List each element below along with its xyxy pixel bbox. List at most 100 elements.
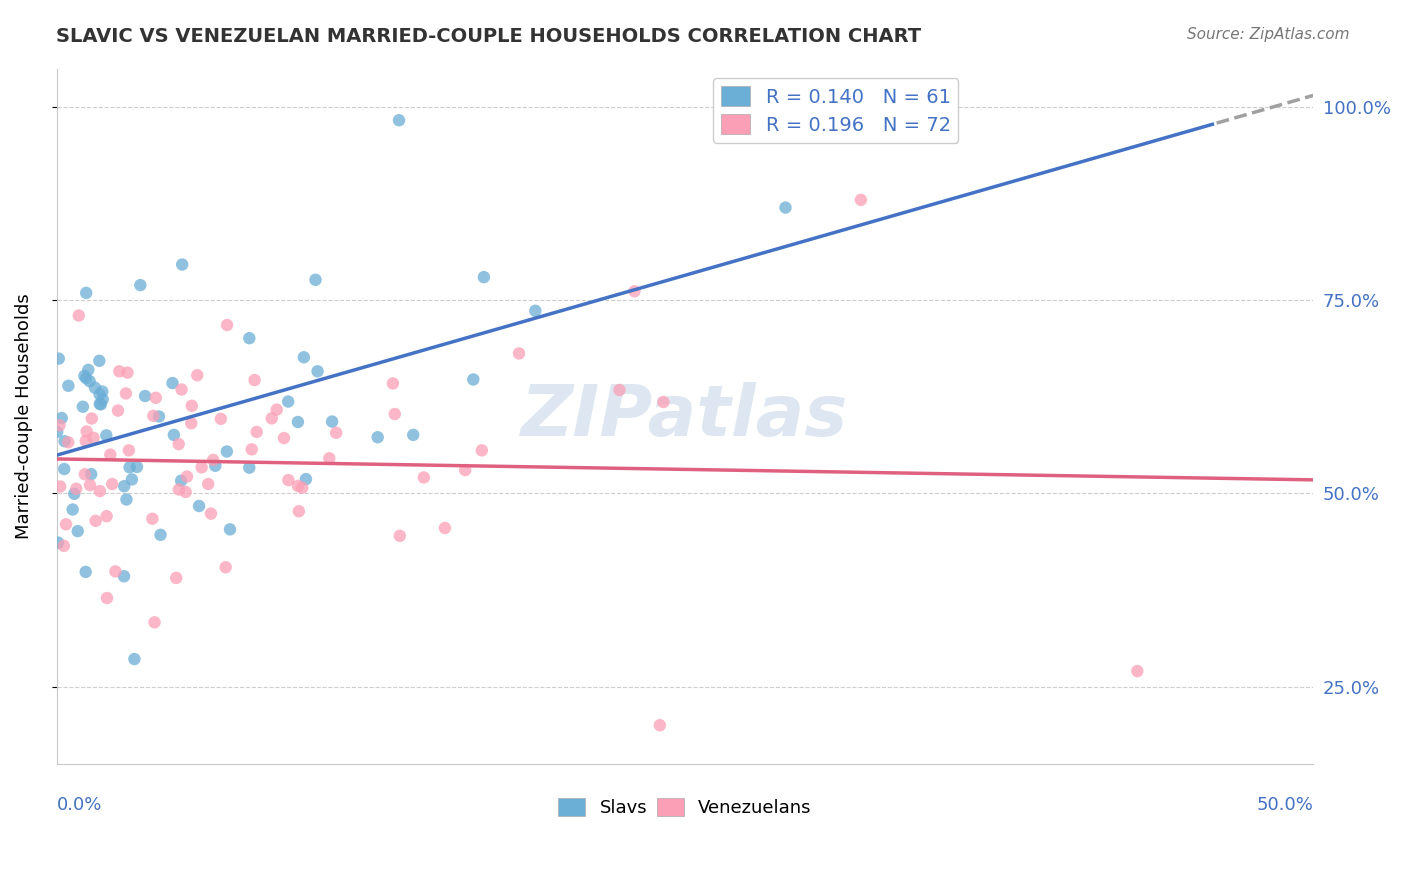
- Point: [1126, 664, 1149, 678]
- Point: [433, 521, 456, 535]
- Point: [304, 273, 326, 287]
- Point: [58, 435, 80, 450]
- Point: [129, 278, 152, 293]
- Point: [76, 425, 98, 439]
- Point: [75, 285, 97, 300]
- Point: [367, 430, 389, 444]
- Point: [48, 351, 70, 366]
- Point: [849, 193, 872, 207]
- Point: [49, 479, 72, 493]
- Point: [190, 460, 212, 475]
- Point: [775, 201, 797, 215]
- Point: [277, 394, 299, 409]
- Point: [402, 428, 425, 442]
- Point: [325, 425, 347, 440]
- Point: [170, 474, 193, 488]
- Point: [472, 270, 495, 285]
- Point: [180, 399, 202, 413]
- Point: [96, 591, 118, 605]
- Point: [117, 366, 139, 380]
- Point: [162, 376, 184, 390]
- Point: [288, 504, 311, 518]
- Point: [58, 378, 80, 392]
- Point: [174, 485, 197, 500]
- Point: [79, 478, 101, 492]
- Point: [388, 529, 411, 543]
- Point: [609, 383, 631, 397]
- Point: [200, 507, 222, 521]
- Text: 0.0%: 0.0%: [56, 797, 103, 814]
- Point: [148, 409, 170, 424]
- Point: [75, 565, 97, 579]
- Point: [381, 376, 404, 391]
- Point: [80, 467, 103, 482]
- Point: [96, 428, 118, 442]
- Point: [53, 434, 76, 449]
- Point: [107, 403, 129, 417]
- Point: [63, 487, 86, 501]
- Text: SLAVIC VS VENEZUELAN MARRIED-COUPLE HOUSEHOLDS CORRELATION CHART: SLAVIC VS VENEZUELAN MARRIED-COUPLE HOUS…: [56, 27, 921, 45]
- Point: [67, 309, 90, 323]
- Point: [91, 384, 114, 399]
- Point: [508, 346, 530, 360]
- Point: [266, 402, 288, 417]
- Point: [112, 479, 135, 493]
- Point: [524, 303, 547, 318]
- Point: [219, 522, 242, 536]
- Point: [307, 364, 329, 378]
- Point: [75, 371, 97, 385]
- Point: [101, 477, 124, 491]
- Point: [96, 509, 118, 524]
- Point: [163, 428, 186, 442]
- Point: [170, 383, 193, 397]
- Point: [141, 512, 163, 526]
- Point: [172, 258, 194, 272]
- Point: [412, 470, 434, 484]
- Point: [318, 451, 340, 466]
- Point: [90, 397, 112, 411]
- Point: [463, 372, 485, 386]
- Point: [55, 517, 77, 532]
- Point: [121, 472, 143, 486]
- Point: [53, 462, 76, 476]
- Point: [75, 434, 97, 448]
- Point: [648, 718, 671, 732]
- Point: [217, 318, 239, 332]
- Point: [384, 407, 406, 421]
- Point: [89, 484, 111, 499]
- Point: [143, 615, 166, 630]
- Point: [165, 571, 187, 585]
- Point: [46, 425, 69, 439]
- Point: [83, 381, 105, 395]
- Point: [240, 442, 263, 457]
- Point: [77, 363, 100, 377]
- Point: [204, 458, 226, 473]
- Point: [142, 409, 165, 423]
- Text: Source: ZipAtlas.com: Source: ZipAtlas.com: [1187, 27, 1350, 42]
- Legend: Slavs, Venezuelans: Slavs, Venezuelans: [551, 790, 818, 824]
- Point: [273, 431, 295, 445]
- Point: [89, 387, 111, 401]
- Point: [104, 565, 127, 579]
- Point: [260, 411, 283, 425]
- Point: [176, 469, 198, 483]
- Point: [238, 460, 260, 475]
- Text: 50.0%: 50.0%: [1257, 797, 1313, 814]
- Point: [98, 448, 121, 462]
- Point: [471, 443, 494, 458]
- Point: [287, 415, 309, 429]
- Point: [62, 502, 84, 516]
- Point: [388, 113, 411, 128]
- Point: [186, 368, 208, 383]
- Text: ZIPatlas: ZIPatlas: [522, 382, 849, 450]
- Point: [72, 400, 94, 414]
- Point: [454, 463, 477, 477]
- Point: [73, 467, 96, 482]
- Point: [238, 331, 260, 345]
- Point: [46, 535, 69, 549]
- Point: [115, 492, 138, 507]
- Point: [79, 374, 101, 388]
- Point: [215, 444, 238, 458]
- Point: [115, 386, 138, 401]
- Point: [623, 285, 645, 299]
